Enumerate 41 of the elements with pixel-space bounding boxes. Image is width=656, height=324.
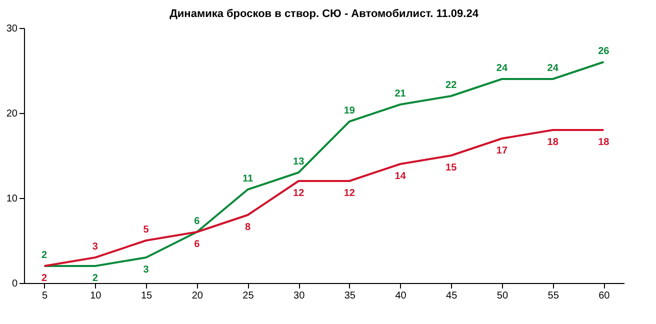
- data-label: 3: [92, 242, 98, 252]
- data-label: 8: [244, 222, 251, 233]
- data-label: 18: [598, 137, 610, 148]
- x-tick-label: 50: [496, 290, 508, 302]
- data-label: 21: [394, 88, 406, 100]
- data-label: 24: [547, 63, 559, 74]
- chart-title: Динамика бросков в створ. СЮ - Автомобилист. 11.09.24: [170, 8, 480, 20]
- x-tick-label: 55: [548, 290, 560, 302]
- y-tick-label: 10: [6, 194, 18, 204]
- data-label: 22: [446, 80, 458, 91]
- x-tick-label: 60: [598, 290, 610, 302]
- x-tick-label: 20: [192, 290, 204, 302]
- x-tick-label: 40: [395, 290, 407, 302]
- x-tick-label: 15: [140, 290, 153, 302]
- x-tick-label: 30: [294, 290, 306, 302]
- data-label: 18: [547, 137, 559, 148]
- data-label: 11: [242, 174, 254, 184]
- x-tick-label: 25: [242, 290, 254, 302]
- data-label: 26: [598, 46, 610, 57]
- data-label: 24: [496, 63, 508, 74]
- data-label: 14: [394, 171, 406, 182]
- x-tick-label: 5: [42, 290, 48, 302]
- data-label: 15: [446, 162, 458, 174]
- data-label: 2: [42, 273, 48, 284]
- data-label: 12: [344, 188, 356, 199]
- data-label: 13: [293, 156, 305, 168]
- y-tick-label: 20: [6, 108, 18, 120]
- y-tick-label: 0: [12, 278, 18, 290]
- x-tick-label: 45: [446, 290, 458, 302]
- data-label: 2: [92, 273, 98, 284]
- data-label: 3: [143, 264, 150, 276]
- data-label: 19: [344, 106, 356, 116]
- data-label: 6: [194, 216, 200, 227]
- data-label: 17: [496, 146, 508, 156]
- x-tick-label: 35: [344, 290, 356, 302]
- data-label: 5: [143, 224, 150, 236]
- data-label: 6: [194, 239, 200, 250]
- y-tick-label: 30: [6, 24, 18, 34]
- data-label: 2: [42, 250, 48, 261]
- x-tick-label: 10: [90, 290, 102, 302]
- data-label: 12: [293, 188, 305, 199]
